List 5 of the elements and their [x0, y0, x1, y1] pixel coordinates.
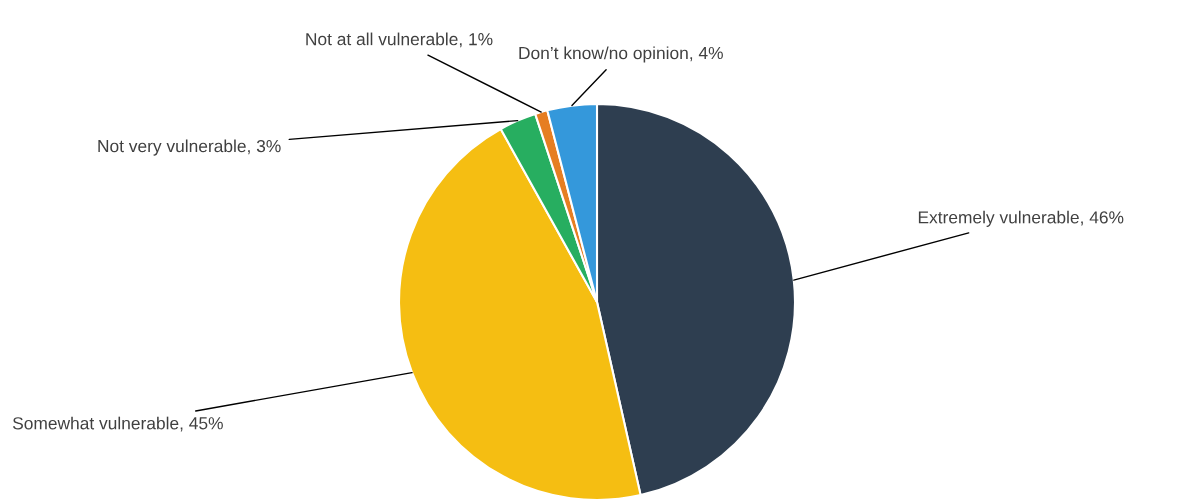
slice-label: Don’t know/no opinion, 4% — [519, 46, 723, 63]
slice-label: Not very vulnerable, 3% — [98, 139, 281, 156]
slice-label: Not at all vulnerable, 1% — [306, 32, 493, 48]
slice-label: Somewhat vulnerable, 45% — [12, 416, 223, 432]
slice-label: Extremely vulnerable, 46% — [918, 210, 1124, 227]
